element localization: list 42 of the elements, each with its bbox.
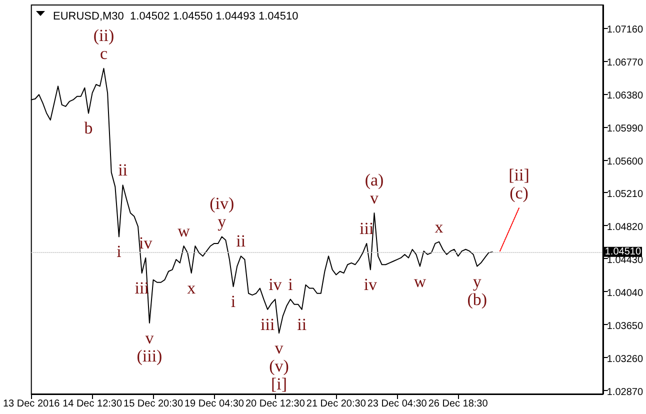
data-label: i (288, 274, 294, 294)
x-tick-label: 19 Dec 04:30 (184, 398, 244, 410)
data-label: y (b) (467, 272, 488, 309)
y-tick-label: 1.03650 (606, 321, 644, 332)
data-label: i (230, 292, 236, 312)
data-label: (ii) c (93, 26, 114, 63)
data-label: x (434, 217, 444, 236)
y-tick-label: 1.05210 (606, 189, 644, 200)
y-tick-label: 1.05990 (606, 123, 644, 134)
x-tick-label: 21 Dec 20:30 (306, 398, 366, 410)
data-label: (a) v (364, 170, 384, 208)
data-label: b (84, 118, 93, 138)
x-tick-label: 13 Dec 2016 (2, 398, 60, 410)
y-tick-label: 1.04040 (606, 288, 644, 300)
data-label: iii (260, 314, 275, 334)
y-tick-label: 1.06380 (606, 90, 644, 102)
y-tick-label: 1.05600 (606, 156, 644, 168)
data-label: (iv) y (210, 194, 234, 232)
x-tick-label: 26 Dec 18:30 (428, 398, 488, 410)
data-label: v (iii) (136, 328, 162, 366)
x-tick-label: 14 Dec 12:30 (62, 398, 122, 410)
x-tick-label: 23 Dec 04:30 (367, 398, 428, 410)
y-tick-label: 1.02870 (606, 387, 644, 398)
data-label: iv (268, 274, 282, 294)
data-label: ii (118, 160, 128, 180)
x-tick-label: 15 Dec 20:30 (124, 398, 184, 410)
chart-title: EURUSD,M30 1.04502 1.04550 1.04493 1.04510 (53, 10, 298, 22)
y-tick-label: 1.06770 (606, 57, 644, 68)
data-label: ii (297, 314, 307, 334)
y-tick-label: 1.07160 (606, 24, 644, 36)
data-label: i (116, 242, 122, 262)
data-label: x (187, 278, 196, 298)
data-label: w (414, 272, 427, 291)
data-label: v (v) [i] (269, 338, 289, 394)
data-label: [ii] (c) (508, 165, 530, 202)
data-label: w (178, 222, 191, 241)
x-tick-label: 20 Dec 12:30 (245, 398, 306, 410)
y-tick-label: 1.04820 (606, 222, 644, 234)
ref-line-label: 1.04510 (604, 246, 642, 258)
data-label: iv (364, 275, 378, 294)
data-label: ii (236, 232, 246, 251)
y-tick-label: 1.03260 (606, 354, 644, 366)
